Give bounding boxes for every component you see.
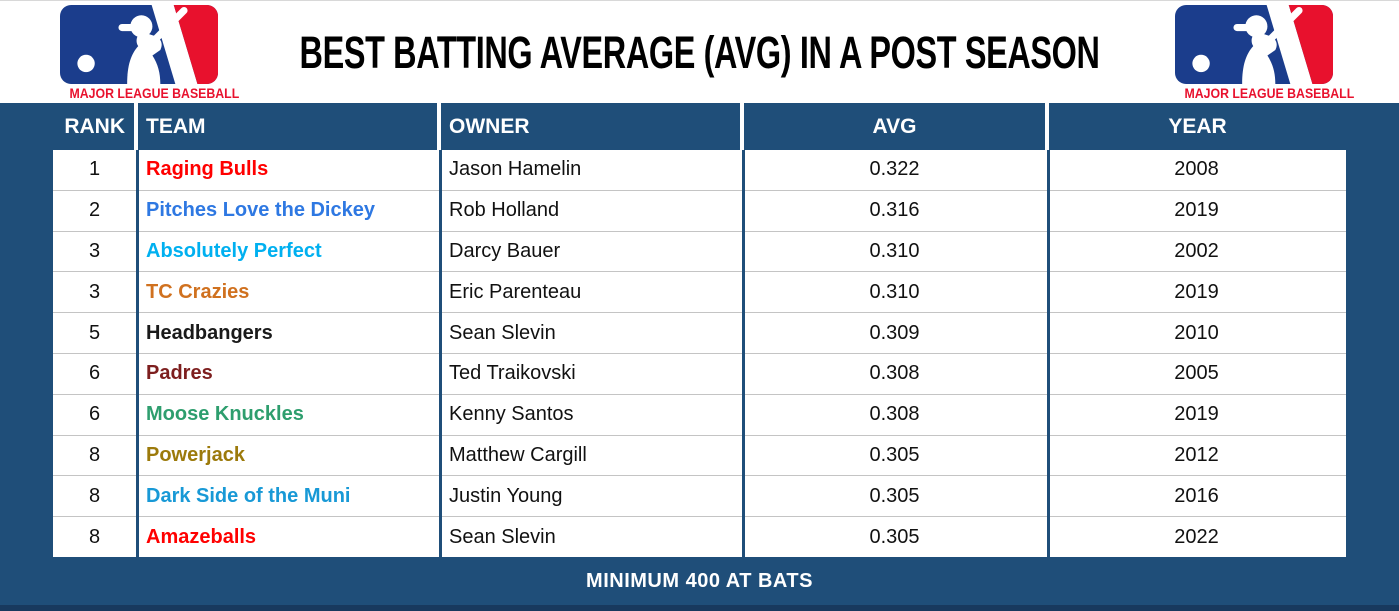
team-cell: Headbangers bbox=[146, 321, 273, 344]
avg-cell: 0.308 bbox=[869, 403, 920, 426]
table-row: 6 Padres Ted Traikovski 0.308 2005 bbox=[53, 354, 1346, 395]
column-divider bbox=[742, 150, 745, 557]
rank-cell: 6 bbox=[88, 362, 101, 385]
column-header-avg: AVG bbox=[872, 114, 917, 138]
rank-cell: 1 bbox=[88, 158, 101, 181]
rank-cell: 5 bbox=[88, 321, 101, 344]
table-row: 8 Amazeballs Sean Slevin 0.305 2022 bbox=[53, 517, 1346, 557]
column-header-team: TEAM bbox=[146, 114, 206, 138]
rank-cell: 8 bbox=[88, 443, 101, 466]
rank-cell: 8 bbox=[88, 484, 101, 507]
rank-cell: 3 bbox=[88, 280, 101, 303]
column-divider bbox=[136, 150, 139, 557]
team-cell: Pitches Love the Dickey bbox=[146, 199, 375, 222]
mlb-logo-caption: MAJOR LEAGUE BASEBALL bbox=[69, 85, 240, 101]
team-cell: Amazeballs bbox=[146, 525, 257, 548]
header-separator bbox=[1045, 103, 1049, 150]
mlb-logo-caption: MAJOR LEAGUE BASEBALL bbox=[1184, 85, 1355, 101]
year-cell: 2019 bbox=[1174, 199, 1219, 222]
footer-bar: MINIMUM 400 AT BATS bbox=[0, 557, 1399, 611]
year-cell: 2010 bbox=[1174, 321, 1219, 344]
mlb-logo-icon bbox=[1175, 5, 1333, 84]
rank-cell: 8 bbox=[88, 525, 101, 548]
year-cell: 2016 bbox=[1174, 484, 1219, 507]
avg-cell: 0.305 bbox=[869, 484, 920, 507]
avg-cell: 0.309 bbox=[869, 321, 920, 344]
top-banner: MAJOR LEAGUE BASEBALL BEST BATTING AVERA… bbox=[0, 0, 1399, 103]
header-separator bbox=[134, 103, 138, 150]
team-cell: TC Crazies bbox=[146, 280, 250, 303]
year-cell: 2019 bbox=[1174, 403, 1219, 426]
owner-cell: Jason Hamelin bbox=[449, 158, 582, 181]
table-row: 2 Pitches Love the Dickey Rob Holland 0.… bbox=[53, 191, 1346, 232]
table-row: 3 Absolutely Perfect Darcy Bauer 0.310 2… bbox=[53, 232, 1346, 273]
page-title: BEST BATTING AVERAGE (AVG) IN A POST SEA… bbox=[299, 26, 1100, 78]
team-cell: Absolutely Perfect bbox=[146, 239, 322, 262]
table-row: 3 TC Crazies Eric Parenteau 0.310 2019 bbox=[53, 272, 1346, 314]
column-divider bbox=[1047, 150, 1050, 557]
mlb-logo-icon bbox=[60, 5, 218, 84]
header-separator bbox=[740, 103, 744, 150]
team-cell: Dark Side of the Muni bbox=[146, 484, 351, 507]
team-cell: Powerjack bbox=[146, 443, 245, 466]
year-cell: 2012 bbox=[1174, 443, 1219, 466]
owner-cell: Eric Parenteau bbox=[449, 280, 582, 303]
column-header-owner: OWNER bbox=[449, 114, 530, 138]
mlb-logo-left: MAJOR LEAGUE BASEBALL bbox=[60, 5, 240, 101]
owner-cell: Justin Young bbox=[449, 484, 563, 507]
avg-cell: 0.310 bbox=[869, 280, 920, 303]
footer-note: MINIMUM 400 AT BATS bbox=[586, 569, 813, 592]
team-cell: Raging Bulls bbox=[146, 158, 269, 181]
avg-cell: 0.305 bbox=[869, 443, 920, 466]
table-row: 6 Moose Knuckles Kenny Santos 0.308 2019 bbox=[53, 395, 1346, 436]
avg-cell: 0.316 bbox=[869, 199, 920, 222]
owner-cell: Matthew Cargill bbox=[449, 443, 587, 466]
header-separator bbox=[437, 103, 441, 150]
year-cell: 2008 bbox=[1174, 158, 1219, 181]
year-cell: 2022 bbox=[1174, 525, 1219, 548]
title-container: BEST BATTING AVERAGE (AVG) IN A POST SEA… bbox=[220, 1, 1179, 104]
column-header-rank: RANK bbox=[64, 114, 125, 138]
mlb-logo-right: MAJOR LEAGUE BASEBALL bbox=[1175, 5, 1355, 101]
table-row: 1 Raging Bulls Jason Hamelin 0.322 2008 bbox=[53, 150, 1346, 191]
table-header-row: RANK TEAM OWNER AVG YEAR bbox=[0, 103, 1399, 150]
avg-cell: 0.305 bbox=[869, 525, 920, 548]
avg-cell: 0.308 bbox=[869, 362, 920, 385]
avg-cell: 0.322 bbox=[869, 158, 920, 181]
table-row: 8 Dark Side of the Muni Justin Young 0.3… bbox=[53, 476, 1346, 518]
owner-cell: Ted Traikovski bbox=[449, 362, 576, 385]
owner-cell: Sean Slevin bbox=[449, 525, 556, 548]
column-divider bbox=[439, 150, 442, 557]
rank-cell: 2 bbox=[88, 199, 101, 222]
rank-cell: 3 bbox=[88, 239, 101, 262]
table-row: 5 Headbangers Sean Slevin 0.309 2010 bbox=[53, 313, 1346, 354]
year-cell: 2019 bbox=[1174, 280, 1219, 303]
table-row: 8 Powerjack Matthew Cargill 0.305 2012 bbox=[53, 436, 1346, 477]
owner-cell: Kenny Santos bbox=[449, 403, 574, 426]
rank-cell: 6 bbox=[88, 403, 101, 426]
team-cell: Padres bbox=[146, 362, 213, 385]
avg-cell: 0.310 bbox=[869, 239, 920, 262]
owner-cell: Sean Slevin bbox=[449, 321, 556, 344]
table-body: 1 Raging Bulls Jason Hamelin 0.322 2008 … bbox=[53, 150, 1346, 557]
owner-cell: Darcy Bauer bbox=[449, 239, 561, 262]
team-cell: Moose Knuckles bbox=[146, 403, 304, 426]
year-cell: 2005 bbox=[1174, 362, 1219, 385]
column-header-year: YEAR bbox=[1168, 114, 1227, 138]
owner-cell: Rob Holland bbox=[449, 199, 560, 222]
year-cell: 2002 bbox=[1174, 239, 1219, 262]
